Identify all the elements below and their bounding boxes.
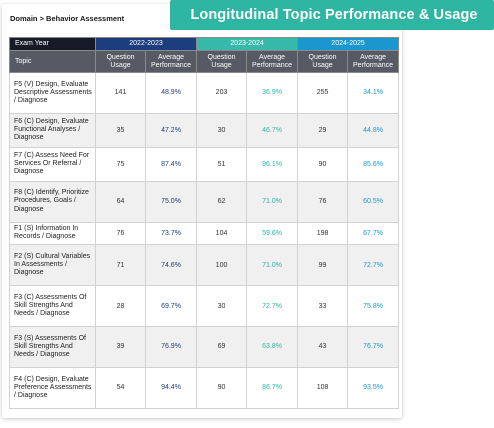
- usage-cell: 141: [95, 72, 146, 114]
- usage-cell: 76: [297, 180, 349, 223]
- performance-cell: 71.0%: [246, 244, 299, 287]
- performance-column-header: Average Performance: [347, 50, 400, 73]
- table-row: F5 (V) Design, Evaluate Descriptive Asse…: [9, 72, 400, 114]
- usage-cell: 99: [297, 244, 349, 287]
- performance-cell: 75.0%: [144, 180, 198, 223]
- usage-cell: 203: [196, 72, 248, 114]
- performance-cell: 87.4%: [144, 146, 198, 182]
- usage-cell: 30: [196, 112, 248, 148]
- table-row: F7 (C) Assess Need For Services Or Refer…: [9, 146, 400, 182]
- table-row: F4 (C) Design, Evaluate Preference Asses…: [9, 366, 400, 410]
- usage-cell: 69: [196, 326, 248, 368]
- topic-performance-table: Exam Year 2022-2023 2023-2024 2024-2025 …: [9, 37, 400, 410]
- performance-cell: 59.6%: [246, 221, 299, 246]
- usage-cell: 30: [196, 285, 248, 327]
- usage-cell: 90: [196, 366, 248, 410]
- topic-cell: F1 (S) Information In Records / Diagnose: [9, 221, 96, 246]
- topic-cell: F3 (C) Assessments Of Skill Strengths An…: [9, 285, 96, 327]
- usage-column-header: Question Usage: [196, 50, 248, 73]
- year-header-2024-2025: 2024-2025: [297, 37, 400, 51]
- performance-cell: 71.0%: [246, 180, 299, 223]
- performance-cell: 44.8%: [347, 112, 400, 148]
- usage-cell: 35: [95, 112, 146, 148]
- performance-cell: 86.7%: [246, 366, 299, 410]
- usage-cell: 108: [297, 366, 349, 410]
- performance-cell: 96.1%: [246, 146, 299, 182]
- performance-cell: 60.5%: [347, 180, 400, 223]
- performance-cell: 72.7%: [347, 244, 400, 287]
- performance-cell: 85.6%: [347, 146, 400, 182]
- performance-cell: 67.7%: [347, 221, 400, 246]
- performance-cell: 74.6%: [144, 244, 198, 287]
- performance-cell: 93.5%: [347, 366, 400, 410]
- performance-cell: 47.2%: [144, 112, 198, 148]
- usage-cell: 71: [95, 244, 146, 287]
- usage-cell: 39: [95, 326, 146, 368]
- usage-cell: 64: [95, 180, 146, 223]
- usage-cell: 104: [196, 221, 248, 246]
- topic-cell: F2 (S) Cultural Variables In Assessments…: [9, 244, 96, 287]
- performance-cell: 34.1%: [347, 72, 400, 114]
- usage-cell: 75: [95, 146, 146, 182]
- performance-column-header: Average Performance: [246, 50, 299, 73]
- performance-cell: 73.7%: [144, 221, 198, 246]
- usage-cell: 43: [297, 326, 349, 368]
- usage-cell: 198: [297, 221, 349, 246]
- topic-cell: F4 (C) Design, Evaluate Preference Asses…: [9, 366, 96, 410]
- topic-cell: F5 (V) Design, Evaluate Descriptive Asse…: [9, 72, 96, 114]
- usage-cell: 255: [297, 72, 349, 114]
- usage-cell: 33: [297, 285, 349, 327]
- table-row: F6 (C) Design, Evaluate Functional Analy…: [9, 112, 400, 148]
- usage-cell: 100: [196, 244, 248, 287]
- performance-cell: 36.9%: [246, 72, 299, 114]
- table-row: F8 (C) Identify, Prioritize Procedures, …: [9, 180, 400, 223]
- performance-cell: 94.4%: [144, 366, 198, 410]
- performance-cell: 75.8%: [347, 285, 400, 327]
- usage-column-header: Question Usage: [95, 50, 146, 73]
- table-row: F1 (S) Information In Records / Diagnose…: [9, 221, 400, 246]
- usage-column-header: Question Usage: [297, 50, 349, 73]
- usage-cell: 54: [95, 366, 146, 410]
- topic-cell: F6 (C) Design, Evaluate Functional Analy…: [9, 112, 96, 148]
- topic-cell: F8 (C) Identify, Prioritize Procedures, …: [9, 180, 96, 223]
- table-row: F3 (S) Assessments Of Skill Strengths An…: [9, 326, 400, 368]
- year-header-2023-2024: 2023-2024: [196, 37, 299, 51]
- performance-cell: 48.9%: [144, 72, 198, 114]
- performance-cell: 76.7%: [347, 326, 400, 368]
- performance-cell: 76.9%: [144, 326, 198, 368]
- topic-column-header: Topic: [9, 50, 96, 73]
- page-title-banner: Longitudinal Topic Performance & Usage: [170, 0, 494, 30]
- year-header-2022-2023: 2022-2023: [94, 37, 198, 51]
- usage-cell: 90: [297, 146, 349, 182]
- performance-cell: 46.7%: [246, 112, 299, 148]
- performance-column-header: Average Performance: [144, 50, 198, 73]
- table-row: F2 (S) Cultural Variables In Assessments…: [9, 244, 400, 287]
- performance-cell: 69.7%: [144, 285, 198, 327]
- exam-year-header: Exam Year: [9, 37, 96, 51]
- usage-cell: 28: [95, 285, 146, 327]
- breadcrumb: Domain > Behavior Assessment: [10, 14, 125, 23]
- usage-cell: 51: [196, 146, 248, 182]
- performance-cell: 72.7%: [246, 285, 299, 327]
- usage-cell: 62: [196, 180, 248, 223]
- performance-cell: 63.8%: [246, 326, 299, 368]
- usage-cell: 76: [95, 221, 146, 246]
- table-row: F3 (C) Assessments Of Skill Strengths An…: [9, 285, 400, 327]
- usage-cell: 29: [297, 112, 349, 148]
- topic-cell: F3 (S) Assessments Of Skill Strengths An…: [9, 326, 96, 368]
- topic-cell: F7 (C) Assess Need For Services Or Refer…: [9, 146, 96, 182]
